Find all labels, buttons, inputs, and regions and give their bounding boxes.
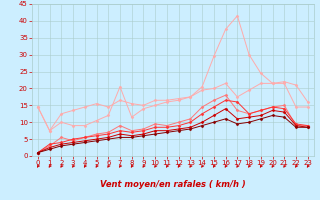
X-axis label: Vent moyen/en rafales ( km/h ): Vent moyen/en rafales ( km/h ) [100,180,246,189]
